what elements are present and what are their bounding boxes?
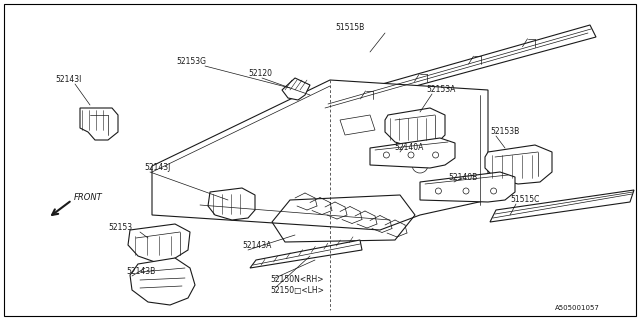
Text: 52143A: 52143A (242, 242, 271, 251)
Polygon shape (385, 108, 445, 148)
Text: 52143I: 52143I (55, 76, 81, 84)
Polygon shape (282, 78, 310, 100)
Text: 52150N<RH>: 52150N<RH> (270, 276, 323, 284)
Text: FRONT: FRONT (74, 194, 103, 203)
Text: 52120: 52120 (248, 69, 272, 78)
Polygon shape (320, 25, 596, 112)
Text: 52140B: 52140B (448, 173, 477, 182)
Text: A505001057: A505001057 (555, 305, 600, 311)
Text: 52150□<LH>: 52150□<LH> (270, 285, 324, 294)
Text: 52140A: 52140A (394, 143, 424, 153)
Polygon shape (208, 188, 255, 220)
Polygon shape (80, 108, 118, 140)
Polygon shape (250, 240, 362, 268)
Text: 52143J: 52143J (144, 164, 170, 172)
Polygon shape (128, 224, 190, 262)
Polygon shape (340, 115, 375, 135)
Polygon shape (130, 258, 195, 305)
Polygon shape (490, 190, 634, 222)
Text: 52153B: 52153B (490, 127, 519, 137)
Polygon shape (485, 145, 552, 184)
Polygon shape (152, 80, 488, 230)
Text: 52153A: 52153A (426, 85, 456, 94)
Text: 52143B: 52143B (126, 268, 156, 276)
Polygon shape (370, 138, 455, 168)
Text: 51515B: 51515B (335, 23, 364, 33)
Text: 51515C: 51515C (510, 196, 540, 204)
Text: 52153G: 52153G (176, 58, 206, 67)
Polygon shape (420, 172, 515, 202)
Text: 52153: 52153 (108, 223, 132, 233)
